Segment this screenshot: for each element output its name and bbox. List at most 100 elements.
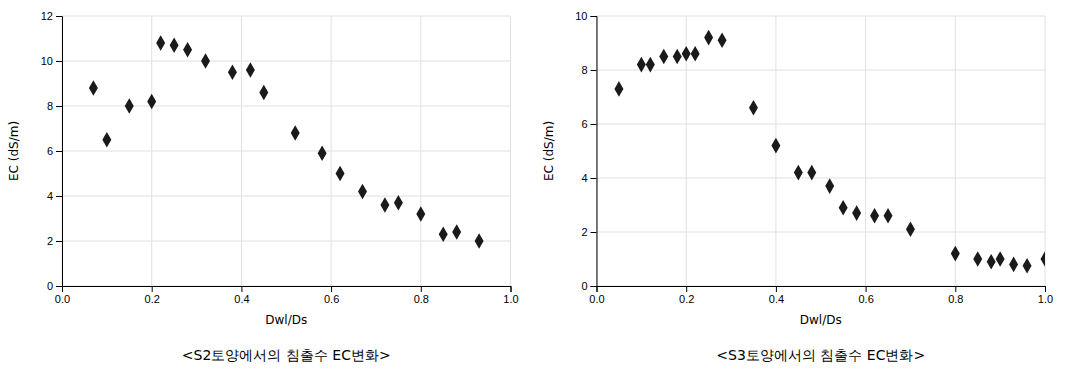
point <box>673 49 682 65</box>
tick-mark <box>56 16 62 17</box>
tick-label: 0.8 <box>948 293 963 305</box>
point <box>380 197 389 213</box>
grid-line <box>597 16 1046 17</box>
tick-label: 4 <box>47 190 53 202</box>
point <box>89 80 98 96</box>
tick: 0.6 <box>858 286 873 305</box>
tick-mark <box>591 286 597 287</box>
grid-line <box>955 16 956 286</box>
grid-line <box>62 16 511 17</box>
tick-label: 6 <box>47 145 53 157</box>
tick: 0.0 <box>589 286 604 305</box>
axis-line <box>591 17 598 287</box>
tick: 1.0 <box>1038 286 1053 305</box>
point <box>1009 257 1018 273</box>
point <box>839 200 848 216</box>
tick: 0.0 <box>55 286 70 305</box>
point <box>439 226 448 242</box>
axis-line <box>56 17 63 287</box>
chart-container: 0.00.20.40.60.81.0024681012Dwl/DsEC (dS/… <box>0 0 1069 372</box>
point <box>147 94 156 110</box>
point <box>246 62 255 78</box>
point <box>659 49 668 65</box>
tick-label: 0.8 <box>414 293 429 305</box>
grid-line <box>597 178 1046 179</box>
point <box>987 254 996 270</box>
points <box>89 35 484 249</box>
tick-mark <box>331 286 332 292</box>
point <box>394 195 403 211</box>
point <box>170 37 179 53</box>
point <box>228 64 237 80</box>
y-axis-title: EC (dS/m) <box>7 121 21 181</box>
grid-line <box>62 61 511 62</box>
tick: 0.4 <box>234 286 249 305</box>
tick-mark <box>421 286 422 292</box>
tick-mark <box>776 286 777 292</box>
caption: <S3토양에서의 침출수 EC변화> <box>716 347 925 363</box>
point <box>201 53 210 69</box>
point <box>452 224 461 240</box>
tick-label: 0 <box>581 280 587 292</box>
point <box>771 138 780 154</box>
tick: 0 <box>581 280 596 292</box>
tick: 0.4 <box>769 286 784 305</box>
point <box>996 251 1005 267</box>
tick-mark <box>591 124 597 125</box>
tick: 4 <box>581 172 596 184</box>
point <box>183 42 192 58</box>
grid-line <box>1045 16 1046 286</box>
tick-label: 0.0 <box>55 293 70 305</box>
tick-mark <box>511 286 512 292</box>
tick: 0.8 <box>948 286 963 305</box>
point <box>125 98 134 114</box>
tick-label: 0.0 <box>589 293 604 305</box>
grid-line <box>865 16 866 286</box>
point <box>637 57 646 73</box>
tick-label: 8 <box>47 100 53 112</box>
tick-label: 0.2 <box>145 293 160 305</box>
point <box>870 208 879 224</box>
tick-mark <box>56 151 62 152</box>
tick-label: 4 <box>581 172 587 184</box>
point <box>336 166 345 182</box>
grid-line <box>597 70 1046 71</box>
y-axis: 024681012 <box>41 10 63 292</box>
point <box>825 178 834 194</box>
point <box>102 132 111 148</box>
grid <box>62 16 511 286</box>
tick-mark <box>56 106 62 107</box>
point <box>884 208 893 224</box>
point <box>318 145 327 161</box>
point <box>906 222 915 238</box>
grid-line <box>62 196 511 197</box>
x-axis: 0.0 0.2 0.4 0.6 0.8 1.0 <box>589 286 1053 305</box>
y-axis: 0246810 <box>575 10 597 292</box>
tick-label: 0.2 <box>679 293 694 305</box>
tick-label: 1.0 <box>1038 293 1053 305</box>
tick: 4 <box>47 190 62 202</box>
tick-label: 2 <box>581 226 587 238</box>
grid <box>597 16 1046 286</box>
figure: 0.00.20.40.60.81.0024681012Dwl/DsEC (dS/… <box>0 0 1069 372</box>
point <box>807 165 816 181</box>
tick-mark <box>955 286 956 292</box>
tick-label: 1.0 <box>503 293 518 305</box>
tick: 12 <box>41 10 62 22</box>
y-axis-title: EC (dS/m) <box>542 121 556 181</box>
tick-mark <box>241 286 242 292</box>
tick-mark <box>591 16 597 17</box>
point <box>973 251 982 267</box>
tick: 2 <box>581 226 596 238</box>
tick-mark <box>56 241 62 242</box>
tick: 10 <box>575 10 596 22</box>
point <box>416 206 425 222</box>
tick: 8 <box>47 100 62 112</box>
point <box>682 46 691 62</box>
grid-line <box>62 151 511 152</box>
point <box>291 125 300 141</box>
point <box>1023 258 1032 274</box>
caption: <S2토양에서의 침출수 EC변화> <box>182 347 391 363</box>
tick-label: 10 <box>41 55 53 67</box>
point <box>259 85 268 101</box>
